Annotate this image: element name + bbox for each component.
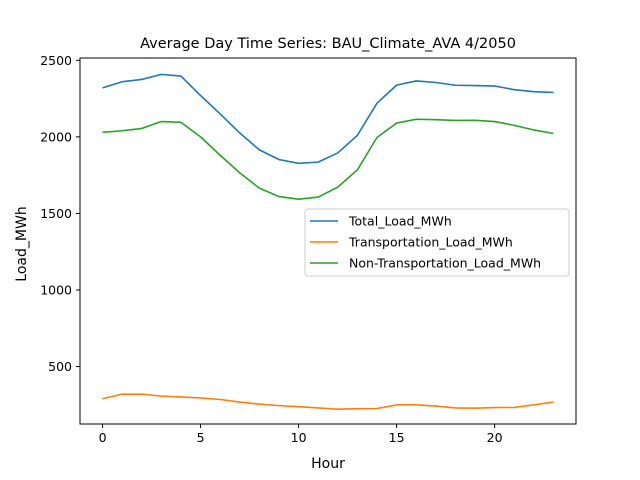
x-axis-label: Hour: [311, 456, 345, 472]
y-tick-label: 500: [48, 359, 72, 374]
y-tick-label: 1500: [40, 206, 72, 221]
x-tick-label: 10: [291, 430, 307, 445]
plot-lines: [102, 73, 554, 410]
y-axis-label: Load_MWh: [14, 206, 30, 281]
x-tick-label: 5: [197, 430, 205, 445]
series-line-0: [102, 73, 554, 165]
legend: Total_Load_MWh Transportation_Load_MWh Non…: [304, 208, 570, 277]
series-line-1: [102, 393, 554, 410]
legend-box: [304, 208, 570, 277]
series-line-2: [102, 118, 554, 200]
y-tick-label: 1000: [40, 283, 72, 298]
legend-label: Total_Load_MWh: [348, 214, 452, 229]
y-tick-label: 2500: [40, 53, 72, 68]
legend-label: Non-Transportation_Load_MWh: [349, 256, 541, 271]
axis-ticks: 0 5 10 15 20 500 1000 1500 2000 2500: [40, 53, 502, 445]
x-tick-label: 20: [487, 430, 503, 445]
y-tick-label: 2000: [40, 129, 72, 144]
x-tick-label: 15: [389, 430, 405, 445]
chart-title: Average Day Time Series: BAU_Climate_AVA…: [140, 36, 516, 52]
legend-label: Transportation_Load_MWh: [348, 235, 513, 250]
plot-frame: [79, 57, 577, 425]
x-tick-label: 0: [99, 430, 107, 445]
